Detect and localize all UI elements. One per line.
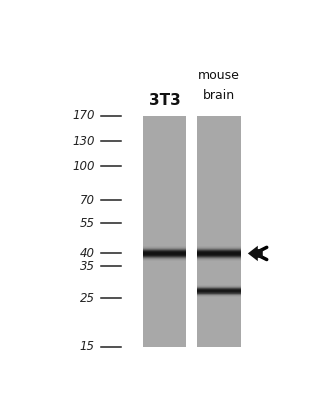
Text: 40: 40 [80, 247, 95, 260]
Text: mouse: mouse [198, 69, 240, 82]
Bar [143, 249, 186, 250]
Bar [143, 250, 186, 251]
Bar [143, 256, 186, 257]
Bar [197, 248, 241, 249]
Bar [197, 291, 241, 292]
Text: 130: 130 [72, 135, 95, 148]
Bar [197, 246, 241, 247]
Bar [197, 253, 241, 254]
Bar [197, 287, 241, 288]
Bar [197, 295, 241, 296]
Bar [143, 259, 186, 260]
Bar [197, 286, 241, 287]
Text: 55: 55 [80, 217, 95, 230]
Bar [143, 254, 186, 255]
Bar [143, 248, 186, 249]
Bar [197, 285, 241, 286]
Bar [143, 247, 186, 248]
Text: brain: brain [203, 89, 235, 102]
Polygon shape [248, 246, 263, 261]
Bar [197, 253, 241, 254]
Text: 70: 70 [80, 194, 95, 207]
Bar [197, 291, 241, 292]
Bar [197, 293, 241, 294]
Bar [143, 253, 186, 254]
Bar [197, 116, 241, 347]
Bar [197, 289, 241, 290]
Bar [197, 294, 241, 295]
Bar [197, 256, 241, 257]
Bar [143, 251, 186, 252]
Bar [197, 257, 241, 258]
Bar [197, 250, 241, 251]
Bar [197, 259, 241, 260]
Bar [197, 252, 241, 253]
Bar [197, 251, 241, 252]
Bar [143, 257, 186, 258]
Bar [143, 247, 186, 248]
Bar [143, 251, 186, 252]
Bar [143, 260, 186, 261]
Bar [197, 258, 241, 259]
Bar [197, 285, 241, 286]
Bar [197, 294, 241, 295]
Bar [197, 251, 241, 252]
Bar [143, 255, 186, 256]
Bar [143, 258, 186, 259]
Bar [143, 254, 186, 255]
Bar [143, 253, 186, 254]
Bar [197, 257, 241, 258]
Bar [143, 248, 186, 249]
Text: 170: 170 [72, 109, 95, 122]
Text: 35: 35 [80, 260, 95, 273]
Bar [197, 256, 241, 257]
Text: 100: 100 [72, 160, 95, 173]
Text: 25: 25 [80, 292, 95, 305]
Bar [197, 254, 241, 255]
Bar [197, 293, 241, 294]
Text: 3T3: 3T3 [149, 93, 180, 108]
Bar [197, 290, 241, 291]
Bar [197, 250, 241, 251]
Bar [197, 260, 241, 261]
Bar [143, 257, 186, 258]
Bar [143, 252, 186, 253]
Bar [197, 288, 241, 289]
Bar [197, 296, 241, 297]
Bar [197, 295, 241, 296]
Bar [197, 288, 241, 289]
Bar [197, 255, 241, 256]
Bar [143, 259, 186, 260]
Text: 15: 15 [80, 340, 95, 353]
Bar [143, 250, 186, 251]
Bar [143, 255, 186, 256]
Bar [197, 254, 241, 255]
Bar [197, 248, 241, 249]
Bar [197, 249, 241, 250]
Bar [197, 247, 241, 248]
Bar [197, 258, 241, 259]
Bar [143, 246, 186, 247]
Bar [197, 292, 241, 293]
Bar [197, 249, 241, 250]
Bar [143, 116, 186, 347]
Bar [197, 296, 241, 297]
Bar [197, 246, 241, 247]
Bar [197, 260, 241, 261]
Bar [197, 252, 241, 253]
Bar [197, 259, 241, 260]
Bar [143, 252, 186, 253]
Bar [143, 258, 186, 259]
Bar [197, 289, 241, 290]
Bar [197, 292, 241, 293]
Bar [143, 256, 186, 257]
Bar [197, 290, 241, 291]
Bar [197, 255, 241, 256]
Bar [197, 247, 241, 248]
Bar [197, 287, 241, 288]
Bar [143, 260, 186, 261]
Bar [143, 246, 186, 247]
Bar [197, 286, 241, 287]
Bar [143, 249, 186, 250]
